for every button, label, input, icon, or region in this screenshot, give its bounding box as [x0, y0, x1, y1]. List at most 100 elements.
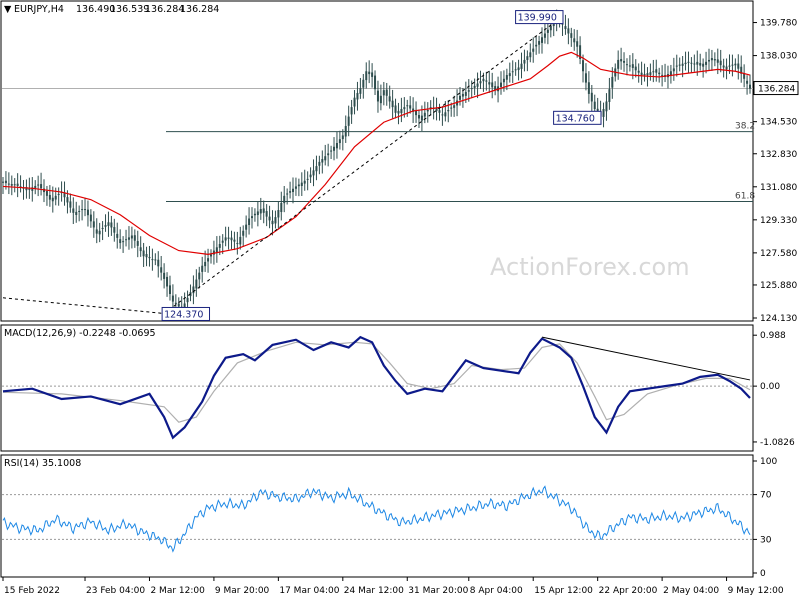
- candle-body: [321, 159, 324, 163]
- candle-body: [749, 84, 751, 89]
- x-tick-label: 9 May 12:00: [728, 586, 784, 596]
- candle-body: [239, 236, 242, 245]
- candle-body: [637, 70, 640, 73]
- candle-body: [256, 211, 259, 216]
- header-high: 136.539: [110, 4, 149, 15]
- x-axis: 15 Feb 2022 23 Feb 04:00 2 Mar 12:00 9 Mar …: [2, 577, 784, 596]
- candle-body: [415, 110, 418, 116]
- candle-body: [166, 276, 169, 287]
- candle-body: [620, 59, 623, 62]
- candle-body: [10, 184, 13, 186]
- candle-body: [341, 135, 344, 140]
- chart-symbol: EURJPY,H4: [14, 4, 64, 15]
- fib-label: 61.8: [735, 192, 755, 202]
- candle-body: [382, 90, 385, 96]
- candle-body: [412, 108, 415, 112]
- candle-body: [309, 174, 312, 178]
- trendline: [2, 18, 560, 314]
- candle-body: [655, 69, 658, 73]
- candle-body: [154, 259, 157, 261]
- candle-body: [374, 75, 377, 90]
- candle-body: [576, 41, 579, 47]
- candle-body: [722, 65, 725, 68]
- candle-body: [312, 170, 315, 176]
- candle-body: [280, 202, 283, 213]
- candle-body: [417, 115, 420, 119]
- candle-body: [602, 109, 605, 117]
- candle-body: [552, 22, 555, 27]
- candle-body: [57, 193, 60, 196]
- x-tick-label: 15 Apr 12:00: [534, 586, 593, 596]
- y-tick-label: 0.00: [760, 382, 780, 392]
- candle-body: [122, 241, 125, 243]
- candle-body: [19, 186, 22, 188]
- y-tick-label: 129.330: [760, 216, 797, 226]
- y-tick-label: 132.830: [760, 150, 797, 160]
- candle-body: [186, 297, 189, 303]
- candle-body: [215, 247, 218, 253]
- price-panel: ActionForex.com 38.2 61.8 124.370 139.990 1…: [0, 0, 799, 324]
- candle-body: [520, 63, 523, 69]
- candle-body: [160, 267, 163, 273]
- candle-body: [297, 184, 300, 187]
- header-low: 136.284: [145, 4, 184, 15]
- low-annotation-box: [161, 306, 211, 321]
- candle-body: [16, 183, 19, 186]
- candle-body: [505, 75, 508, 80]
- candle-body: [201, 265, 204, 272]
- candle-body: [649, 72, 652, 75]
- candle-body: [69, 201, 72, 208]
- candle-body: [195, 279, 198, 289]
- y-tick-label: 134.530: [760, 118, 797, 128]
- candle-body: [209, 254, 212, 257]
- candle-body: [479, 81, 482, 84]
- candle-body: [198, 272, 201, 280]
- candle-body: [45, 191, 48, 196]
- candle-body: [335, 142, 338, 149]
- candle-body: [737, 63, 740, 69]
- candle-body: [394, 105, 397, 113]
- x-tick-label: 9 Mar 20:00: [215, 586, 270, 596]
- candle-body: [265, 211, 268, 217]
- candle-body: [725, 66, 728, 70]
- candle-body: [259, 209, 262, 214]
- candle-body: [596, 108, 599, 113]
- candle-body: [696, 61, 699, 65]
- candle-body: [584, 73, 587, 83]
- low-annotation-label: 124.370: [164, 309, 203, 320]
- high-annotation-box: [515, 10, 564, 25]
- candle-body: [151, 259, 154, 261]
- x-tick-label: 8 Apr 04:00: [470, 586, 523, 596]
- candle-body: [274, 217, 277, 224]
- candle-body: [72, 208, 75, 213]
- candle-body: [511, 71, 514, 73]
- candle-body: [605, 101, 608, 112]
- candle-body: [687, 61, 690, 63]
- candle-body: [514, 69, 517, 71]
- candle-body: [473, 85, 476, 88]
- candle-body: [230, 237, 233, 241]
- candle-body: [2, 181, 4, 183]
- candle-body: [388, 96, 391, 102]
- candle-body: [535, 44, 538, 47]
- y-tick-label: 138.030: [760, 52, 797, 62]
- candle-body: [7, 183, 10, 185]
- candle-body: [233, 239, 236, 242]
- high-annotation-label: 139.990: [518, 13, 557, 24]
- macd-title: MACD(12,26,9) -0.2248 -0.0695: [4, 328, 156, 339]
- candle-body: [485, 80, 488, 82]
- candle-body: [467, 90, 470, 92]
- candle-body: [523, 59, 526, 64]
- rsi-panel: 100 70 30 0 RSI(14) 35.1008: [0, 454, 777, 579]
- candle-body: [283, 195, 286, 204]
- y-tick-label: 131.080: [760, 183, 797, 193]
- candle-body: [526, 56, 529, 60]
- candle-body: [441, 114, 444, 116]
- header-close: 136.284: [180, 4, 219, 15]
- candle-body: [593, 101, 596, 110]
- candle-body: [716, 59, 719, 63]
- candle-body: [303, 180, 306, 184]
- candle-body: [543, 33, 546, 38]
- candle-body: [564, 26, 567, 30]
- y-tick-label: 30: [760, 535, 772, 545]
